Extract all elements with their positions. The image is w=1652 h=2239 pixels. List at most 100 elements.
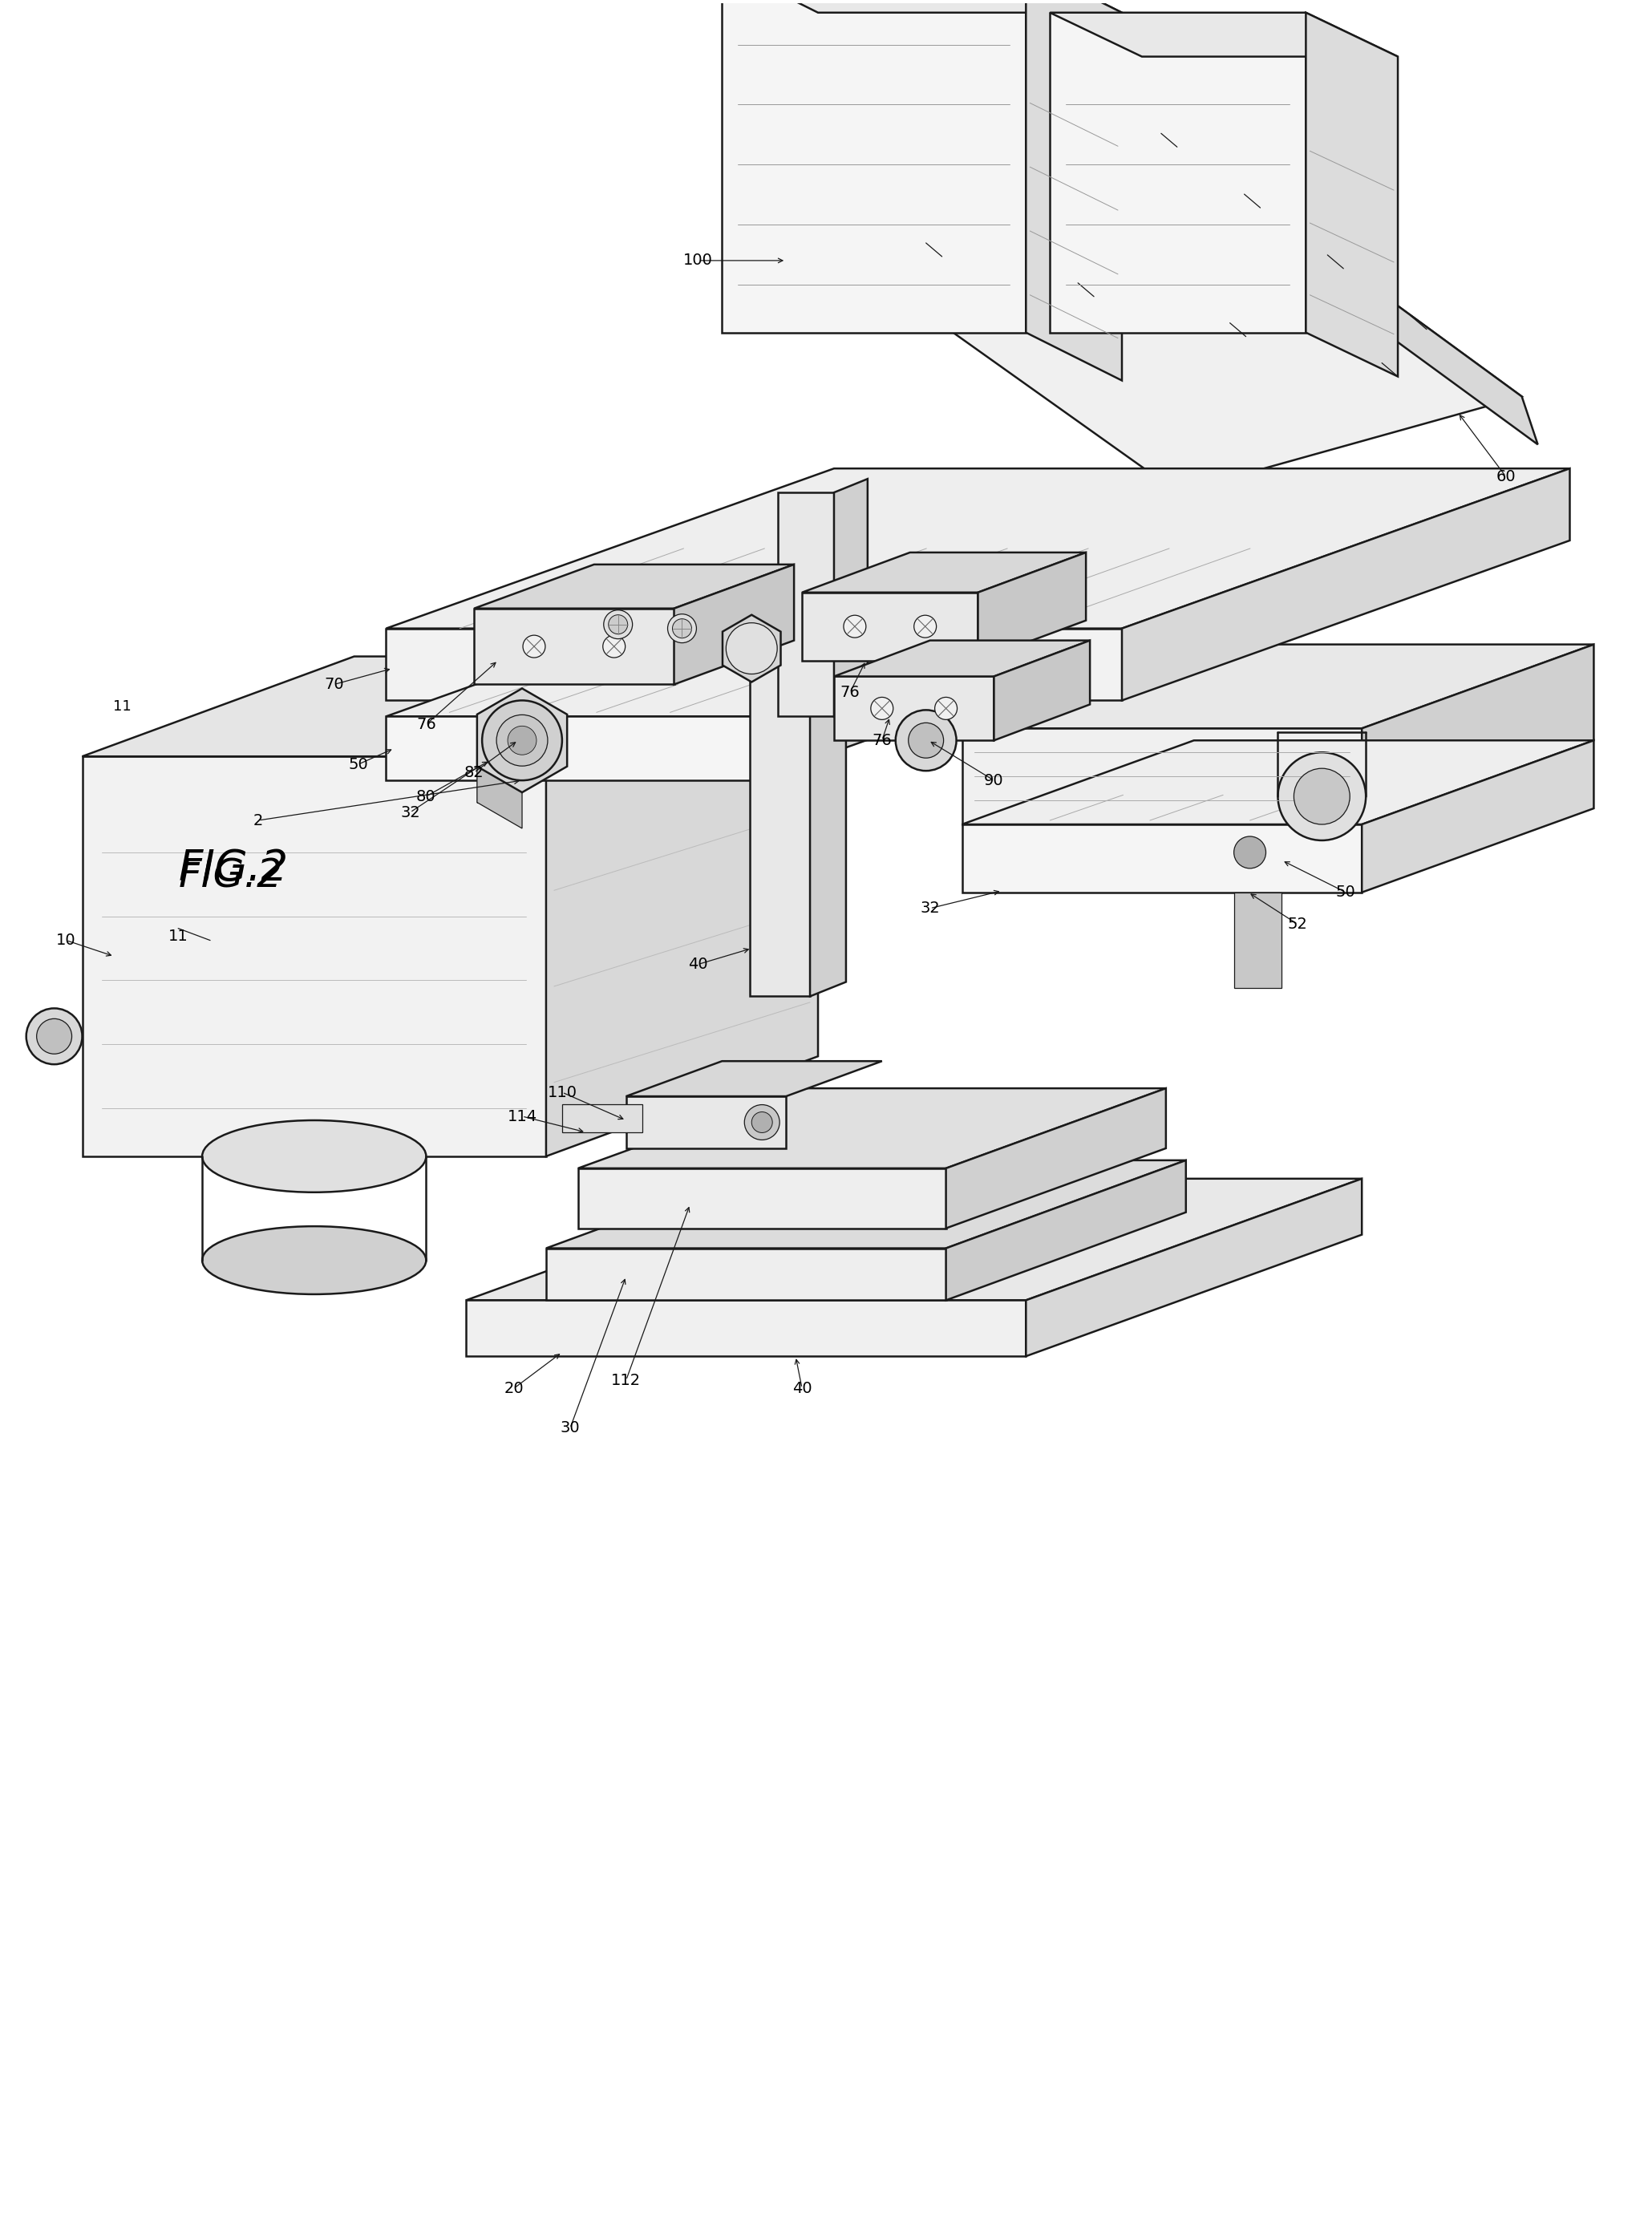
Circle shape [725, 622, 776, 674]
Polygon shape [1026, 0, 1122, 381]
Polygon shape [474, 564, 795, 609]
Circle shape [672, 618, 692, 638]
Polygon shape [387, 468, 1569, 629]
Polygon shape [547, 1249, 947, 1301]
Circle shape [1294, 768, 1350, 824]
Polygon shape [947, 1160, 1186, 1301]
Circle shape [745, 1104, 780, 1140]
Polygon shape [834, 676, 995, 741]
Polygon shape [1026, 1178, 1361, 1357]
Polygon shape [477, 687, 567, 793]
Circle shape [36, 1019, 71, 1055]
Polygon shape [809, 622, 846, 996]
Polygon shape [762, 92, 1521, 493]
Polygon shape [961, 741, 1594, 824]
Text: 10: 10 [56, 934, 76, 947]
Polygon shape [961, 645, 1594, 728]
Polygon shape [387, 629, 1122, 701]
Polygon shape [1105, 92, 1538, 446]
Text: 70: 70 [324, 676, 344, 692]
Polygon shape [834, 479, 867, 716]
Text: 40: 40 [689, 956, 709, 972]
Text: 20: 20 [504, 1381, 524, 1395]
Text: 82: 82 [464, 766, 484, 779]
Polygon shape [995, 640, 1090, 741]
Polygon shape [801, 553, 1085, 593]
Polygon shape [753, 636, 978, 781]
Polygon shape [626, 1097, 786, 1149]
Text: 52: 52 [1289, 916, 1308, 931]
Text: 2: 2 [253, 813, 263, 828]
Polygon shape [83, 757, 547, 1155]
Text: 50: 50 [349, 757, 368, 772]
Polygon shape [562, 1104, 643, 1133]
Text: 32: 32 [920, 900, 940, 916]
Polygon shape [1361, 645, 1594, 824]
Polygon shape [750, 622, 846, 636]
Circle shape [914, 616, 937, 638]
Text: 76: 76 [416, 716, 436, 732]
Circle shape [895, 710, 957, 770]
Text: 76: 76 [872, 732, 892, 748]
Polygon shape [1234, 893, 1282, 987]
Polygon shape [801, 593, 978, 661]
Polygon shape [547, 1160, 1186, 1249]
Circle shape [667, 613, 697, 643]
Polygon shape [477, 766, 522, 828]
Text: 76: 76 [841, 685, 861, 701]
Circle shape [1279, 752, 1366, 840]
Circle shape [1234, 837, 1265, 869]
Polygon shape [1122, 468, 1569, 701]
Text: 100: 100 [684, 253, 712, 269]
Circle shape [935, 696, 957, 719]
Circle shape [608, 616, 628, 634]
Polygon shape [626, 1061, 882, 1097]
Circle shape [497, 714, 548, 766]
Circle shape [26, 1008, 83, 1064]
Text: 30: 30 [560, 1420, 580, 1435]
Polygon shape [674, 564, 795, 685]
Text: 114: 114 [507, 1108, 537, 1124]
Text: 90: 90 [985, 772, 1004, 788]
Polygon shape [834, 640, 1090, 676]
Polygon shape [466, 1178, 1361, 1301]
Polygon shape [1305, 13, 1398, 376]
Text: 50: 50 [1336, 884, 1356, 900]
Text: 11: 11 [112, 699, 131, 714]
Circle shape [482, 701, 562, 781]
Circle shape [507, 725, 537, 755]
Text: FIG.2: FIG.2 [178, 858, 282, 896]
Polygon shape [578, 1088, 1166, 1169]
Polygon shape [722, 0, 1026, 334]
Polygon shape [547, 656, 818, 1155]
Polygon shape [722, 616, 781, 683]
Polygon shape [1051, 13, 1398, 56]
Text: 11: 11 [169, 929, 188, 945]
Polygon shape [961, 728, 1361, 824]
Ellipse shape [202, 1120, 426, 1193]
Polygon shape [947, 1088, 1166, 1229]
Circle shape [871, 696, 894, 719]
Polygon shape [387, 636, 978, 716]
Circle shape [603, 636, 624, 658]
Polygon shape [978, 553, 1085, 661]
Polygon shape [750, 636, 809, 996]
Polygon shape [778, 493, 834, 716]
Polygon shape [83, 656, 818, 757]
Text: 40: 40 [791, 1381, 811, 1395]
Text: 110: 110 [547, 1084, 577, 1099]
Polygon shape [387, 716, 753, 781]
Polygon shape [722, 0, 1122, 13]
Polygon shape [1051, 13, 1305, 334]
Polygon shape [477, 687, 522, 750]
Text: 112: 112 [611, 1373, 641, 1388]
Circle shape [844, 616, 866, 638]
Text: 80: 80 [416, 788, 436, 804]
Polygon shape [474, 609, 674, 685]
Polygon shape [1361, 741, 1594, 893]
Circle shape [524, 636, 545, 658]
Circle shape [752, 1113, 773, 1133]
Circle shape [603, 609, 633, 638]
Ellipse shape [202, 1227, 426, 1294]
Text: FIG.2: FIG.2 [178, 849, 287, 889]
